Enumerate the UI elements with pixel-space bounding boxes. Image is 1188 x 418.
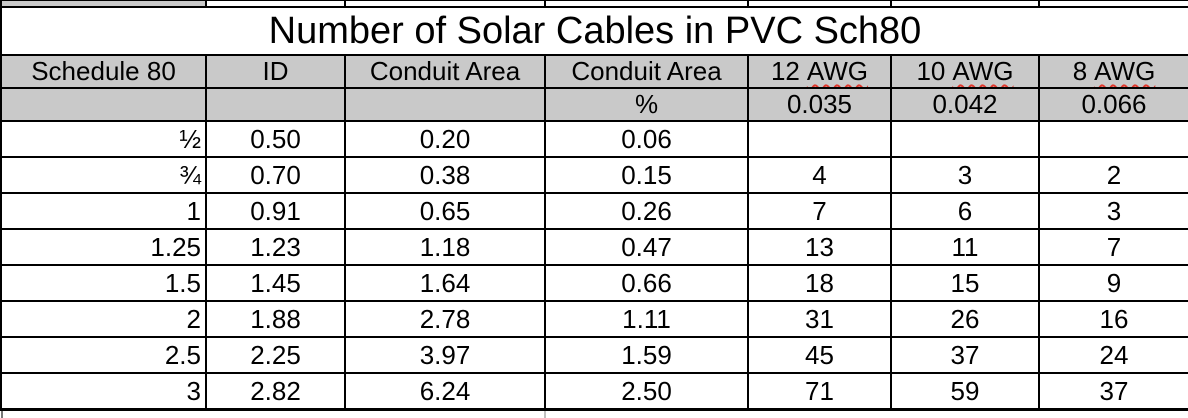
empty-header-cell[interactable] (0, 87, 207, 122)
awg8-count-cell[interactable]: 2 (1038, 156, 1188, 194)
awg-unit-label: AWG (952, 56, 1014, 86)
awg12-count-cell[interactable] (747, 120, 892, 158)
table-title: Number of Solar Cables in PVC Sch80 (0, 6, 1188, 56)
awg8-count-cell[interactable]: 37 (1038, 372, 1188, 411)
awg10-count-cell[interactable]: 6 (890, 192, 1040, 230)
header-id[interactable]: ID (205, 54, 346, 89)
awg10-count-cell[interactable]: 37 (890, 336, 1040, 374)
awg-unit-label: AWG (806, 56, 869, 86)
area-cell[interactable]: 0.65 (344, 192, 546, 230)
id-cell[interactable]: 0.70 (205, 156, 346, 194)
area-pct-cell[interactable]: 0.15 (544, 156, 749, 194)
awg10-count-cell[interactable] (890, 120, 1040, 158)
header-12-awg[interactable]: 12 AWG (747, 54, 892, 89)
awg12-count-cell[interactable]: 45 (747, 336, 892, 374)
area-cell[interactable]: 6.24 (344, 372, 546, 411)
area-pct-cell[interactable]: 1.11 (544, 300, 749, 338)
area-cell[interactable]: 2.78 (344, 300, 546, 338)
id-cell[interactable]: 1.88 (205, 300, 346, 338)
awg8-count-cell[interactable]: 24 (1038, 336, 1188, 374)
awg10-count-cell[interactable]: 3 (890, 156, 1040, 194)
area-pct-cell[interactable]: 0.26 (544, 192, 749, 230)
awg8-count-cell[interactable]: 9 (1038, 264, 1188, 302)
table-row: 1.25 1.23 1.18 0.47 13 11 7 (0, 228, 1188, 266)
awg12-count-cell[interactable]: 7 (747, 192, 892, 230)
size-cell[interactable]: ½ (0, 120, 207, 158)
area-cell[interactable]: 0.38 (344, 156, 546, 194)
awg10-count-cell[interactable]: 11 (890, 228, 1040, 266)
sheet-area-below-table (0, 411, 1188, 418)
id-cell[interactable]: 0.91 (205, 192, 346, 230)
gridline-column-boundary (544, 411, 546, 418)
empty-header-cell[interactable] (344, 87, 546, 122)
id-cell[interactable]: 0.50 (205, 120, 346, 158)
area-pct-cell[interactable]: 0.47 (544, 228, 749, 266)
title-row: Number of Solar Cables in PVC Sch80 (0, 6, 1188, 56)
area-pct-cell[interactable]: 2.50 (544, 372, 749, 411)
empty-header-cell[interactable] (205, 87, 346, 122)
area-cell[interactable]: 3.97 (344, 336, 546, 374)
size-cell[interactable]: 1 (0, 192, 207, 230)
table-row: 3 2.82 6.24 2.50 71 59 37 (0, 372, 1188, 411)
awg-size-label: 12 (770, 56, 800, 86)
awg12-count-cell[interactable]: 71 (747, 372, 892, 411)
area-cell[interactable]: 1.64 (344, 264, 546, 302)
awg10-count-cell[interactable]: 15 (890, 264, 1040, 302)
header-row-1: Schedule 80 ID Conduit Area Conduit Area… (0, 54, 1188, 89)
table-row: ¾ 0.70 0.38 0.15 4 3 2 (0, 156, 1188, 194)
size-cell[interactable]: 1.25 (0, 228, 207, 266)
size-cell[interactable]: 1.5 (0, 264, 207, 302)
awg8-count-cell[interactable]: 3 (1038, 192, 1188, 230)
awg12-count-cell[interactable]: 4 (747, 156, 892, 194)
awg-8-area-cell[interactable]: 0.066 (1038, 87, 1188, 122)
header-conduit-area[interactable]: Conduit Area (344, 54, 546, 89)
awg10-count-cell[interactable]: 59 (890, 372, 1040, 411)
awg-size-label: 10 (916, 56, 946, 86)
awg12-count-cell[interactable]: 31 (747, 300, 892, 338)
awg-10-area-cell[interactable]: 0.042 (890, 87, 1040, 122)
size-cell[interactable]: 3 (0, 372, 207, 411)
table-row: 1.5 1.45 1.64 0.66 18 15 9 (0, 264, 1188, 302)
awg8-count-cell[interactable]: 16 (1038, 300, 1188, 338)
id-cell[interactable]: 1.23 (205, 228, 346, 266)
header-8-awg[interactable]: 8 AWG (1038, 54, 1188, 89)
awg-size-label: 8 (1072, 56, 1088, 86)
header-schedule-80[interactable]: Schedule 80 (0, 54, 207, 89)
awg10-count-cell[interactable]: 26 (890, 300, 1040, 338)
awg8-count-cell[interactable] (1038, 120, 1188, 158)
gridline-left-edge (1, 411, 3, 418)
table-row: 2 1.88 2.78 1.11 31 26 16 (0, 300, 1188, 338)
table-row: 1 0.91 0.65 0.26 7 6 3 (0, 192, 1188, 230)
area-pct-cell[interactable]: 1.59 (544, 336, 749, 374)
header-row-2: % 0.035 0.042 0.066 (0, 87, 1188, 122)
id-cell[interactable]: 2.82 (205, 372, 346, 411)
area-cell[interactable]: 0.20 (344, 120, 546, 158)
awg12-count-cell[interactable]: 18 (747, 264, 892, 302)
area-pct-cell[interactable]: 0.06 (544, 120, 749, 158)
id-cell[interactable]: 1.45 (205, 264, 346, 302)
header-10-awg[interactable]: 10 AWG (890, 54, 1040, 89)
awg8-count-cell[interactable]: 7 (1038, 228, 1188, 266)
area-pct-cell[interactable]: 0.66 (544, 264, 749, 302)
awg12-count-cell[interactable]: 13 (747, 228, 892, 266)
size-cell[interactable]: 2 (0, 300, 207, 338)
area-cell[interactable]: 1.18 (344, 228, 546, 266)
awg-12-area-cell[interactable]: 0.035 (747, 87, 892, 122)
awg-unit-label: AWG (1094, 56, 1156, 86)
table-row: 2.5 2.25 3.97 1.59 45 37 24 (0, 336, 1188, 374)
percent-header-cell[interactable]: % (544, 87, 749, 122)
size-cell[interactable]: 2.5 (0, 336, 207, 374)
size-cell[interactable]: ¾ (0, 156, 207, 194)
header-conduit-area-pct[interactable]: Conduit Area (544, 54, 749, 89)
table-row: ½ 0.50 0.20 0.06 (0, 120, 1188, 158)
id-cell[interactable]: 2.25 (205, 336, 346, 374)
